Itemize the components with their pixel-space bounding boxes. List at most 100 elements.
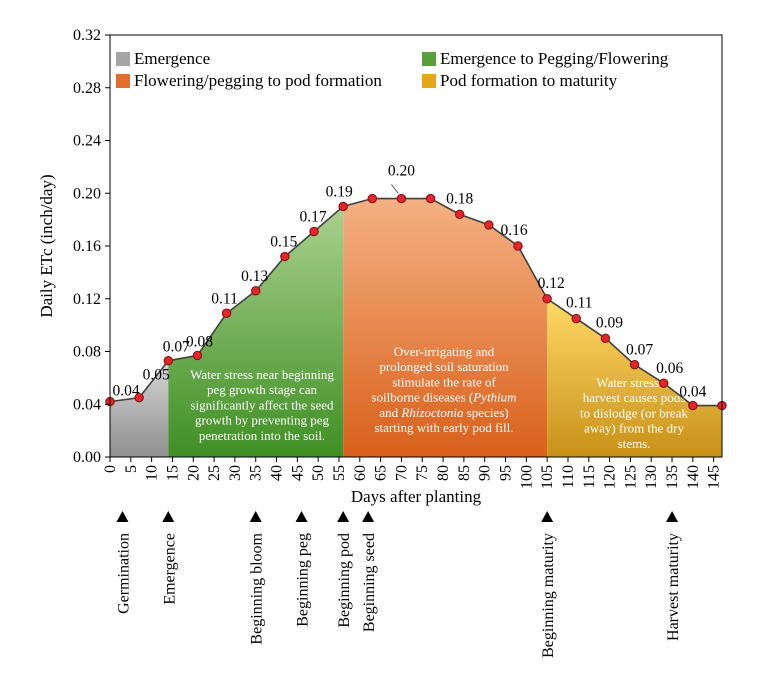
legend-label: Pod formation to maturity — [440, 71, 618, 90]
stage-label: Germination — [115, 533, 132, 614]
stage-marker-icon — [116, 511, 129, 522]
x-tick-label: 40 — [269, 465, 286, 481]
annotation-text: harvest causes pods — [583, 390, 686, 405]
annotation-text: stems. — [618, 436, 651, 451]
annotation-text: Pythium — [472, 390, 516, 405]
annotation-line: starting with early pod fill. — [374, 420, 513, 435]
data-point — [192, 350, 203, 361]
annotation-line: significantly affect the seed — [190, 397, 334, 412]
stage-marker-icon — [249, 511, 262, 522]
annotation-text: growth by preventing peg — [195, 413, 329, 428]
x-tick-label: 45 — [289, 465, 306, 481]
stage-areas — [110, 198, 722, 457]
data-label: 0.07 — [626, 342, 653, 359]
annotation-text: starting with early pod fill. — [374, 420, 513, 435]
annotation-text: to dislodge (or break — [580, 405, 688, 420]
x-tick-label: 125 — [622, 465, 639, 489]
x-tick-label: 0 — [102, 465, 119, 473]
x-tick-label: 90 — [477, 465, 494, 481]
x-tick-label: 50 — [310, 465, 327, 481]
y-tick-label: 0.00 — [73, 449, 101, 466]
data-point — [688, 400, 698, 411]
annotation-line: peg growth stage can — [207, 382, 318, 397]
legend-label: Emergence — [134, 49, 210, 68]
legend-swatch — [422, 52, 436, 66]
data-point — [513, 241, 523, 251]
y-tick-label: 0.24 — [73, 133, 101, 150]
axes: 0.00 0.04 0.08 0.12 0.16 0.20 0.24 0.28 0.32 0 5 10… — [37, 27, 723, 506]
stage-label: Harvest maturity — [665, 533, 682, 641]
stage-label: Beginning seed — [361, 533, 378, 632]
annotation-line: and Rhizoctonia species) — [379, 405, 508, 420]
y-tick-label: 0.12 — [73, 291, 101, 308]
annotation-text: prolonged soil saturation — [379, 359, 509, 374]
annotation-line: growth by preventing peg — [195, 413, 329, 428]
annotation-text: away) from the dry — [584, 421, 684, 436]
data-label: 0.05 — [143, 367, 170, 384]
data-label: 0.15 — [270, 234, 297, 251]
legend-swatch — [116, 52, 130, 66]
y-tick-label: 0.32 — [73, 27, 101, 44]
data-label: 0.08 — [186, 333, 213, 350]
annotation-text: soilborne diseases ( — [371, 390, 473, 405]
x-tick-label: 120 — [602, 465, 619, 489]
data-point — [251, 286, 261, 296]
stage-label: Emergence — [161, 533, 178, 605]
data-point — [338, 201, 348, 212]
x-tick-label: 10 — [144, 465, 161, 481]
stage-marker-icon — [666, 511, 679, 522]
data-label: 0.12 — [538, 275, 565, 292]
data-label: 0.13 — [241, 268, 268, 285]
data-label: 0.07 — [163, 339, 190, 356]
stage-label: Beginning bloom — [249, 532, 266, 644]
annotation-text: penetration into the soil. — [199, 428, 325, 443]
data-label: 0.04 — [679, 384, 706, 401]
x-tick-label: 55 — [331, 465, 348, 481]
growth-stage-markers: Germination Emergence Beginning bloom Begin… — [115, 511, 682, 658]
annotation-line: Over-irrigating and — [394, 344, 495, 359]
annotation-line: soilborne diseases (Pythium — [371, 390, 516, 405]
y-tick-label: 0.08 — [73, 344, 101, 361]
data-point — [484, 220, 494, 230]
data-label: 0.18 — [446, 190, 473, 207]
data-point — [571, 313, 581, 324]
y-tick-label: 0.20 — [73, 185, 101, 202]
x-tick-label: 5 — [123, 465, 140, 473]
y-tick-label: 0.28 — [73, 80, 101, 97]
data-point — [659, 378, 669, 388]
x-tick-label: 145 — [706, 465, 723, 489]
data-label: 0.16 — [500, 222, 527, 239]
legend-swatch — [422, 74, 436, 88]
stage-area-1 — [110, 360, 169, 457]
data-label-leader — [391, 184, 399, 194]
x-tick-label: 85 — [456, 465, 473, 481]
data-point — [629, 359, 640, 370]
annotation-text: significantly affect the seed — [190, 397, 334, 412]
x-tick-label: 130 — [643, 465, 660, 489]
stage-label: Beginning peg — [295, 533, 312, 627]
data-point — [309, 226, 319, 237]
annotation-text: stimulate the rate of — [392, 374, 496, 389]
legend: Emergence Emergence to Pegging/Flowering F… — [116, 49, 669, 90]
stage-label: Beginning pod — [336, 533, 353, 628]
annotation-line: penetration into the soil. — [199, 428, 325, 443]
y-tick-label: 0.16 — [73, 238, 101, 255]
data-point — [221, 308, 232, 318]
annotation-line: harvest causes pods — [583, 390, 686, 405]
annotation-text: and — [379, 405, 401, 420]
x-tick-label: 30 — [227, 465, 244, 481]
y-axis-title: Daily ETc (inch/day) — [37, 174, 56, 317]
stage-marker-icon — [295, 511, 308, 522]
data-point — [542, 294, 552, 304]
data-label: 0.19 — [326, 183, 353, 200]
stage-marker-icon — [541, 511, 554, 522]
x-tick-label: 65 — [373, 465, 390, 481]
data-label: 0.11 — [211, 290, 238, 307]
annotation-text: species) — [464, 405, 509, 420]
stage-marker-icon — [337, 511, 350, 522]
x-tick-label: 135 — [664, 465, 681, 489]
data-point — [455, 209, 465, 220]
annotation-line: prolonged soil saturation — [379, 359, 509, 374]
data-point — [425, 193, 436, 204]
